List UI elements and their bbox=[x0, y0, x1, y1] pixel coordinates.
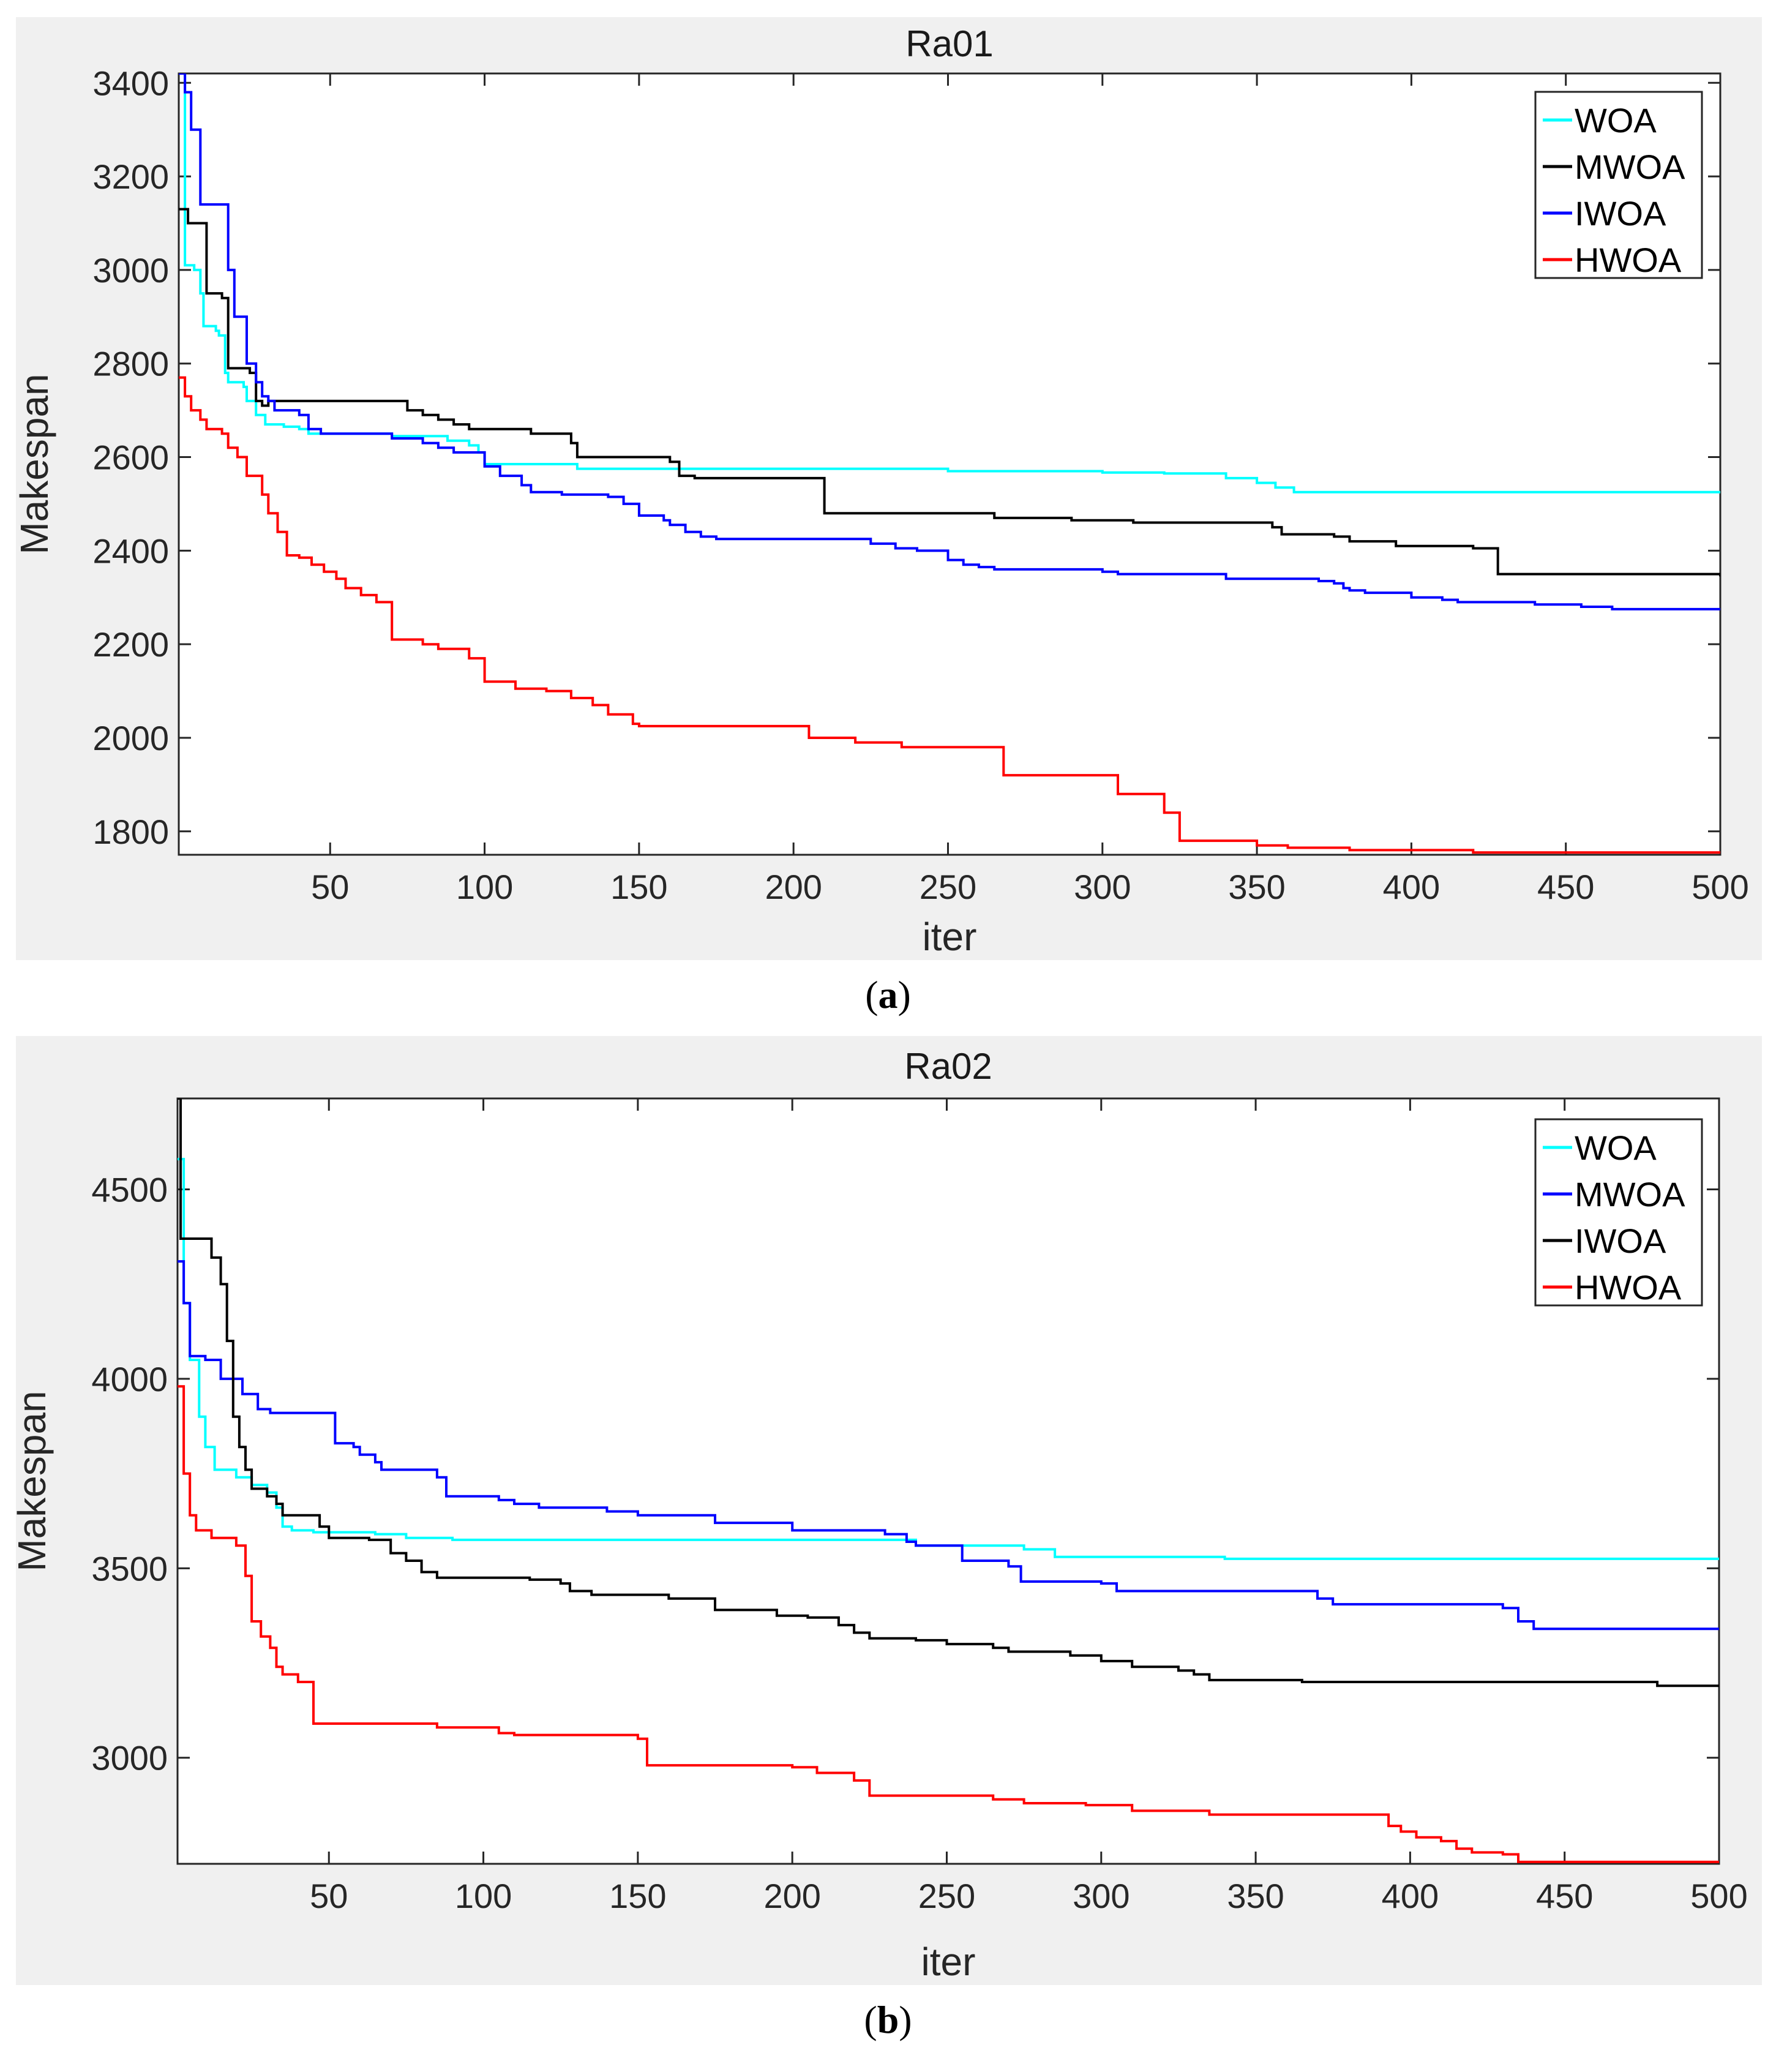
chart2-y-axis-label: Makespan bbox=[10, 1391, 54, 1571]
chart1-y-tick-label: 1800 bbox=[92, 813, 169, 851]
chart2-legend-label-mwoa: MWOA bbox=[1575, 1175, 1685, 1214]
chart1-y-tick-label: 2600 bbox=[92, 438, 169, 477]
chart1-legend-label-hwoa: HWOA bbox=[1575, 241, 1682, 279]
chart1-y-tick-label: 2400 bbox=[92, 531, 169, 570]
chart1-title: Ra01 bbox=[905, 23, 993, 64]
chart2-y-tick-label: 4000 bbox=[91, 1360, 168, 1398]
chart2-series-mwoa bbox=[178, 1260, 1719, 1631]
chart2-x-tick-label: 100 bbox=[455, 1877, 512, 1915]
chart2-legend-label-woa: WOA bbox=[1575, 1128, 1657, 1167]
chart1-legend-label-woa: WOA bbox=[1575, 101, 1657, 140]
chart2-x-tick-label: 350 bbox=[1227, 1877, 1284, 1915]
chart1-y-tick-label: 3000 bbox=[92, 251, 169, 290]
chart2-title: Ra02 bbox=[904, 1046, 992, 1087]
chart1-y-tick-label: 3400 bbox=[92, 64, 169, 102]
chart2-x-tick-label: 400 bbox=[1382, 1877, 1439, 1915]
chart1-x-tick-label: 200 bbox=[765, 868, 822, 906]
chart1-x-tick-label: 150 bbox=[610, 868, 667, 906]
chart1-y-tick-label: 3200 bbox=[92, 157, 169, 196]
chart1-x-tick-label: 250 bbox=[920, 868, 976, 906]
chart2-x-tick-label: 50 bbox=[310, 1877, 348, 1915]
chart2-x-axis-label: iter bbox=[921, 1940, 976, 1984]
chart2-y-tick-label: 3000 bbox=[91, 1739, 168, 1777]
caption-b-label: b bbox=[877, 1998, 899, 2041]
chart1-x-tick-label: 300 bbox=[1074, 868, 1131, 906]
chart2-series-iwoa bbox=[178, 1098, 1719, 1687]
caption-a-label: a bbox=[878, 973, 898, 1016]
chart1-x-axis-label: iter bbox=[923, 915, 977, 959]
chart1-series-hwoa bbox=[179, 376, 1720, 854]
chart1-y-tick-label: 2800 bbox=[92, 345, 169, 383]
chart1-x-tick-label: 50 bbox=[311, 868, 349, 906]
chart2-y-tick-label: 3500 bbox=[91, 1549, 168, 1588]
chart1-legend-box bbox=[1534, 91, 1703, 279]
chart2-x-tick-label: 200 bbox=[763, 1877, 820, 1915]
chart-ra02: Ra02 50 100 150 200 250 300 350 400 450 500 3000 350… bbox=[10, 1046, 1748, 1984]
chart2-x-tick-label: 300 bbox=[1073, 1877, 1130, 1915]
chart2-legend-label-hwoa: HWOA bbox=[1575, 1268, 1682, 1307]
chart1-x-tick-label: 350 bbox=[1228, 868, 1285, 906]
caption-b: (b) bbox=[864, 1998, 912, 2041]
chart1-x-tick-label: 400 bbox=[1383, 868, 1440, 906]
chart1-series-iwoa bbox=[179, 73, 1720, 610]
chart2-legend-box bbox=[1534, 1118, 1703, 1307]
caption-a: (a) bbox=[865, 973, 911, 1016]
chart1-x-tick-label: 100 bbox=[456, 868, 513, 906]
chart1-y-tick-label: 2000 bbox=[92, 719, 169, 757]
chart1-legend-label-mwoa: MWOA bbox=[1575, 148, 1685, 186]
chart1-y-tick-label: 2200 bbox=[92, 625, 169, 664]
chart2-x-tick-label: 150 bbox=[609, 1877, 666, 1915]
chart2-x-tick-label: 500 bbox=[1690, 1877, 1747, 1915]
chart2-plot-area bbox=[176, 1097, 1720, 1865]
chart1-legend-label-iwoa: IWOA bbox=[1575, 194, 1666, 233]
chart2-legend-label-iwoa: IWOA bbox=[1575, 1222, 1666, 1260]
chart1-x-tick-label: 500 bbox=[1692, 868, 1748, 906]
chart2-y-tick-label: 4500 bbox=[91, 1171, 168, 1209]
chart1-series-woa bbox=[179, 73, 1720, 494]
chart2-series-hwoa bbox=[178, 1385, 1719, 1863]
chart1-x-tick-label: 450 bbox=[1537, 868, 1594, 906]
chart1-y-axis-label: Makespan bbox=[12, 373, 56, 554]
chart-ra01: Ra01 50 100 150 200 250 300 350 400 450 500 1800 200… bbox=[12, 23, 1749, 959]
chart2-x-tick-label: 250 bbox=[918, 1877, 975, 1915]
chart1-series-mwoa bbox=[179, 208, 1720, 577]
chart2-x-tick-label: 450 bbox=[1536, 1877, 1593, 1915]
chart1-plot-area bbox=[178, 72, 1722, 856]
